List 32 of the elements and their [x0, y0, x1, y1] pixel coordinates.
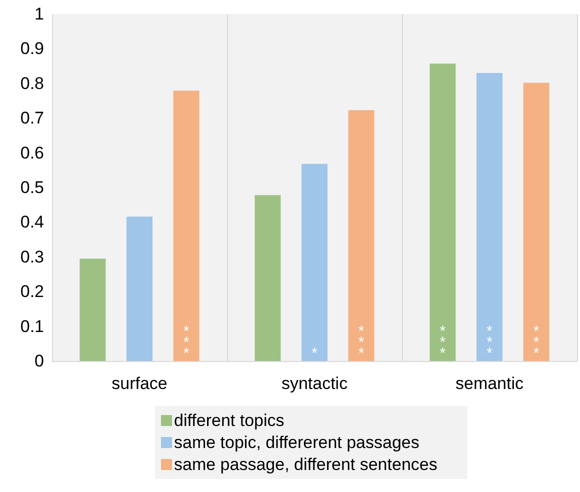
- y-tick-label: 0: [34, 352, 44, 370]
- y-tick-label: 0.6: [20, 143, 44, 162]
- bar: [302, 164, 328, 361]
- data-label: ** *: [486, 323, 493, 362]
- y-tick-label: 0.9: [20, 39, 44, 58]
- y-tick-label: 0.5: [20, 178, 44, 197]
- legend-label: different topics: [174, 411, 284, 430]
- x-tick-label: semantic: [455, 374, 524, 393]
- bar: [126, 216, 152, 361]
- legend-label: same topic, differerent passages: [174, 433, 420, 452]
- bar: [430, 64, 456, 361]
- y-tick-label: 0.3: [20, 247, 44, 266]
- x-tick-label: surface: [112, 374, 168, 393]
- bar: [348, 110, 374, 361]
- legend-label: same passage, different sentences: [174, 455, 438, 474]
- data-label: ***: [440, 323, 446, 362]
- bar: [173, 90, 200, 361]
- y-tick-label: 0.1: [20, 316, 44, 336]
- data-label: ***: [533, 323, 540, 362]
- data-label: ***: [183, 323, 190, 362]
- data-label: ***: [358, 323, 364, 362]
- bar: [523, 82, 550, 361]
- bar: [254, 195, 281, 361]
- y-tick-label: 1: [34, 4, 44, 24]
- y-tick-label: 0.2: [20, 282, 44, 302]
- y-tick-label: 0.7: [20, 108, 44, 128]
- y-tick-label: 0.8: [20, 74, 44, 93]
- y-tick-label: 0.4: [20, 212, 44, 232]
- x-tick-label: syntactic: [281, 374, 348, 393]
- bar: [476, 72, 502, 361]
- bar: [80, 258, 106, 361]
- data-label: *: [312, 345, 318, 362]
